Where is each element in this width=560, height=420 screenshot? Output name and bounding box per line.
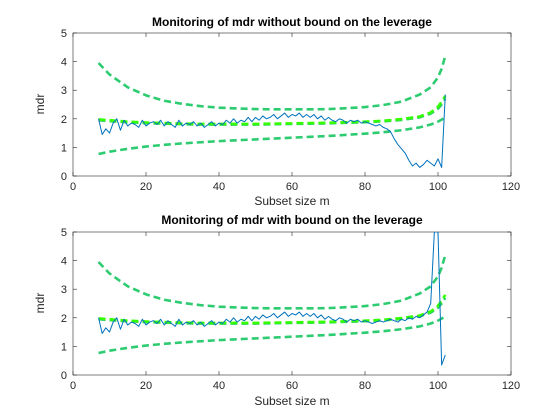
- chart-top-series-mdr: [98, 94, 446, 168]
- chart-bottom-xtick-label: 120: [502, 380, 520, 392]
- chart-bottom-ytick-label: 0: [61, 370, 67, 382]
- chart-top-ytick-label: 4: [61, 57, 67, 69]
- chart-top-xtick-label: 60: [286, 181, 298, 193]
- chart-top-ytick-label: 1: [61, 142, 67, 154]
- chart-top-ytick-label: 2: [61, 114, 67, 126]
- chart-bottom: Monitoring of mdr with bound on the leve…: [33, 213, 520, 408]
- chart-bottom-series-band-upper: [97, 254, 447, 310]
- chart-bottom-series-mdr: [98, 232, 446, 366]
- chart-bottom-xtick-label: 100: [429, 380, 447, 392]
- chart-bottom-xtick-label: 0: [70, 380, 76, 392]
- chart-top-xtick-label: 120: [502, 181, 520, 193]
- chart-top-ytick-label: 3: [61, 85, 67, 97]
- chart-top-ytick-label: 5: [61, 28, 67, 40]
- chart-top-plot-area: [72, 32, 512, 177]
- chart-bottom-ytick-label: 4: [61, 256, 67, 268]
- chart-bottom-ytick-label: 1: [61, 341, 67, 353]
- chart-top-ytick-label: 0: [61, 171, 67, 183]
- chart-top-title: Monitoring of mdr without bound on the l…: [152, 15, 432, 29]
- chart-top-xtick-label: 100: [429, 181, 447, 193]
- chart-top-xtick-label: 0: [70, 181, 76, 193]
- chart-top: Monitoring of mdr without bound on the l…: [33, 15, 520, 208]
- chart-bottom-plot-area: [72, 231, 512, 376]
- chart-top-xtick-label: 20: [140, 181, 152, 193]
- chart-bottom-series-band-middle: [98, 294, 447, 325]
- chart-top-series-band-upper: [97, 55, 447, 111]
- chart-bottom-ytick-label: 3: [61, 284, 67, 296]
- chart-bottom-series-band-median: [98, 297, 447, 325]
- chart-bottom-xtick-label: 80: [359, 380, 371, 392]
- chart-bottom-ytick-label: 5: [61, 227, 67, 239]
- chart-top-series-band-middle: [98, 95, 447, 126]
- chart-top-ylabel: mdr: [33, 94, 47, 115]
- chart-bottom-ylabel: mdr: [33, 293, 47, 314]
- chart-bottom-series-band-lower: [98, 315, 446, 355]
- chart-top-xtick-label: 40: [213, 181, 225, 193]
- chart-bottom-xtick-label: 60: [286, 380, 298, 392]
- chart-top-xlabel: Subset size m: [254, 194, 329, 208]
- chart-top-series-band-median: [98, 98, 447, 126]
- chart-top-xtick-label: 80: [359, 181, 371, 193]
- chart-bottom-xtick-label: 40: [213, 380, 225, 392]
- chart-bottom-xtick-label: 20: [140, 380, 152, 392]
- chart-bottom-title: Monitoring of mdr with bound on the leve…: [161, 213, 423, 227]
- chart-top-series-band-lower: [98, 116, 446, 156]
- chart-bottom-ytick-label: 2: [61, 313, 67, 325]
- chart-bottom-xlabel: Subset size m: [254, 394, 329, 408]
